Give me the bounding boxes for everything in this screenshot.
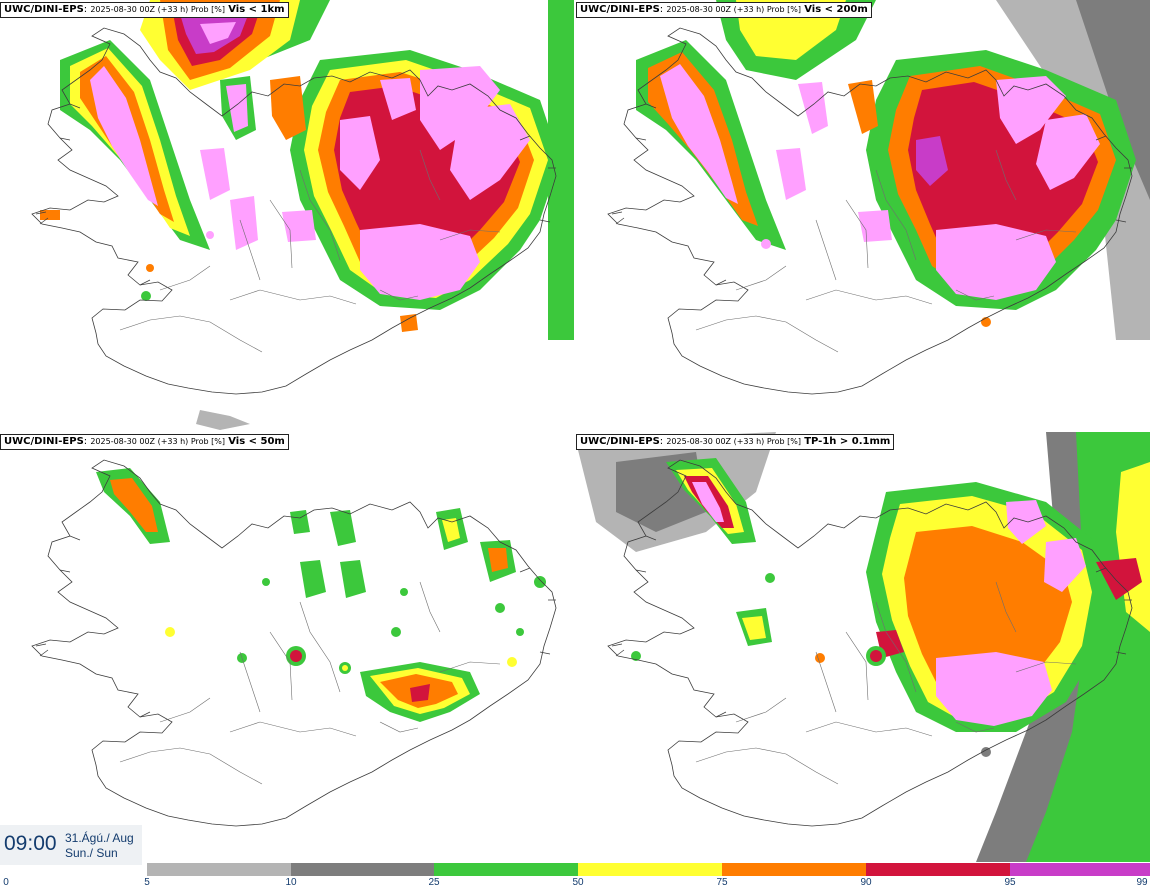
legend-tick-label: 25 bbox=[428, 877, 440, 888]
map-panel-vis-50m: UWC/DINI-EPS: 2025-08-30 00Z (+33 h) Pro… bbox=[0, 432, 574, 862]
map-vis-50m bbox=[31, 459, 557, 827]
legend-swatch bbox=[1010, 863, 1150, 876]
legend-tick-label: 90 bbox=[860, 877, 872, 888]
legend-swatch bbox=[3, 863, 147, 876]
color-legend: 0 5 10 25 50 75 90 95 99 bbox=[0, 863, 1150, 891]
variable-label: Vis < 1km bbox=[228, 4, 285, 15]
map-panel-vis-200m: UWC/DINI-EPS: 2025-08-30 00Z (+33 h) Pro… bbox=[576, 0, 1150, 430]
panel-title: UWC/DINI-EPS: 2025-08-30 00Z (+33 h) Pro… bbox=[576, 434, 895, 450]
legend-tick-label: 95 bbox=[1004, 877, 1016, 888]
panel-title: UWC/DINI-EPS: 2025-08-30 00Z (+33 h) Pro… bbox=[0, 2, 289, 18]
run-label: 2025-08-30 00Z (+33 h) Prob [%] bbox=[90, 5, 226, 14]
legend-tick-label: 50 bbox=[572, 877, 584, 888]
run-label: 2025-08-30 00Z (+33 h) Prob [%] bbox=[90, 437, 226, 446]
variable-label: Vis < 200m bbox=[804, 4, 868, 15]
map-precip bbox=[576, 432, 1150, 862]
legend-swatch bbox=[291, 863, 434, 876]
legend-swatch bbox=[578, 863, 722, 876]
legend-swatch bbox=[866, 863, 1010, 876]
legend-tick-label: 5 bbox=[144, 877, 150, 888]
panel-title: UWC/DINI-EPS: 2025-08-30 00Z (+33 h) Pro… bbox=[576, 2, 872, 18]
legend-swatch bbox=[722, 863, 866, 876]
valid-date: 31.Ágú./ Aug bbox=[65, 831, 134, 845]
variable-label: TP-1h > 0.1mm bbox=[804, 436, 891, 447]
model-label: UWC/DINI-EPS bbox=[580, 436, 660, 447]
run-label: 2025-08-30 00Z (+33 h) Prob [%] bbox=[666, 5, 802, 14]
map-vis-200m bbox=[607, 0, 1150, 395]
valid-time: 09:00 bbox=[4, 832, 57, 855]
legend-swatch bbox=[434, 863, 578, 876]
legend-tick-label: 0 bbox=[3, 877, 9, 888]
legend-tick-label: 10 bbox=[285, 877, 297, 888]
panel-title: UWC/DINI-EPS: 2025-08-30 00Z (+33 h) Pro… bbox=[0, 434, 289, 450]
legend-tick-label: 99 bbox=[1136, 877, 1148, 888]
map-panel-vis-1km: UWC/DINI-EPS: 2025-08-30 00Z (+33 h) Pro… bbox=[0, 0, 574, 430]
run-label: 2025-08-30 00Z (+33 h) Prob [%] bbox=[666, 437, 802, 446]
model-label: UWC/DINI-EPS bbox=[4, 436, 84, 447]
variable-label: Vis < 50m bbox=[228, 436, 285, 447]
map-panel-precip: UWC/DINI-EPS: 2025-08-30 00Z (+33 h) Pro… bbox=[576, 432, 1150, 862]
valid-time-box: 09:00 31.Ágú./ Aug Sun./ Sun bbox=[0, 825, 142, 865]
legend-swatch bbox=[147, 863, 291, 876]
model-label: UWC/DINI-EPS bbox=[4, 4, 84, 15]
map-vis-1km bbox=[31, 0, 574, 430]
legend-tick-label: 75 bbox=[716, 877, 728, 888]
valid-weekday: Sun./ Sun bbox=[65, 846, 118, 860]
model-label: UWC/DINI-EPS bbox=[580, 4, 660, 15]
